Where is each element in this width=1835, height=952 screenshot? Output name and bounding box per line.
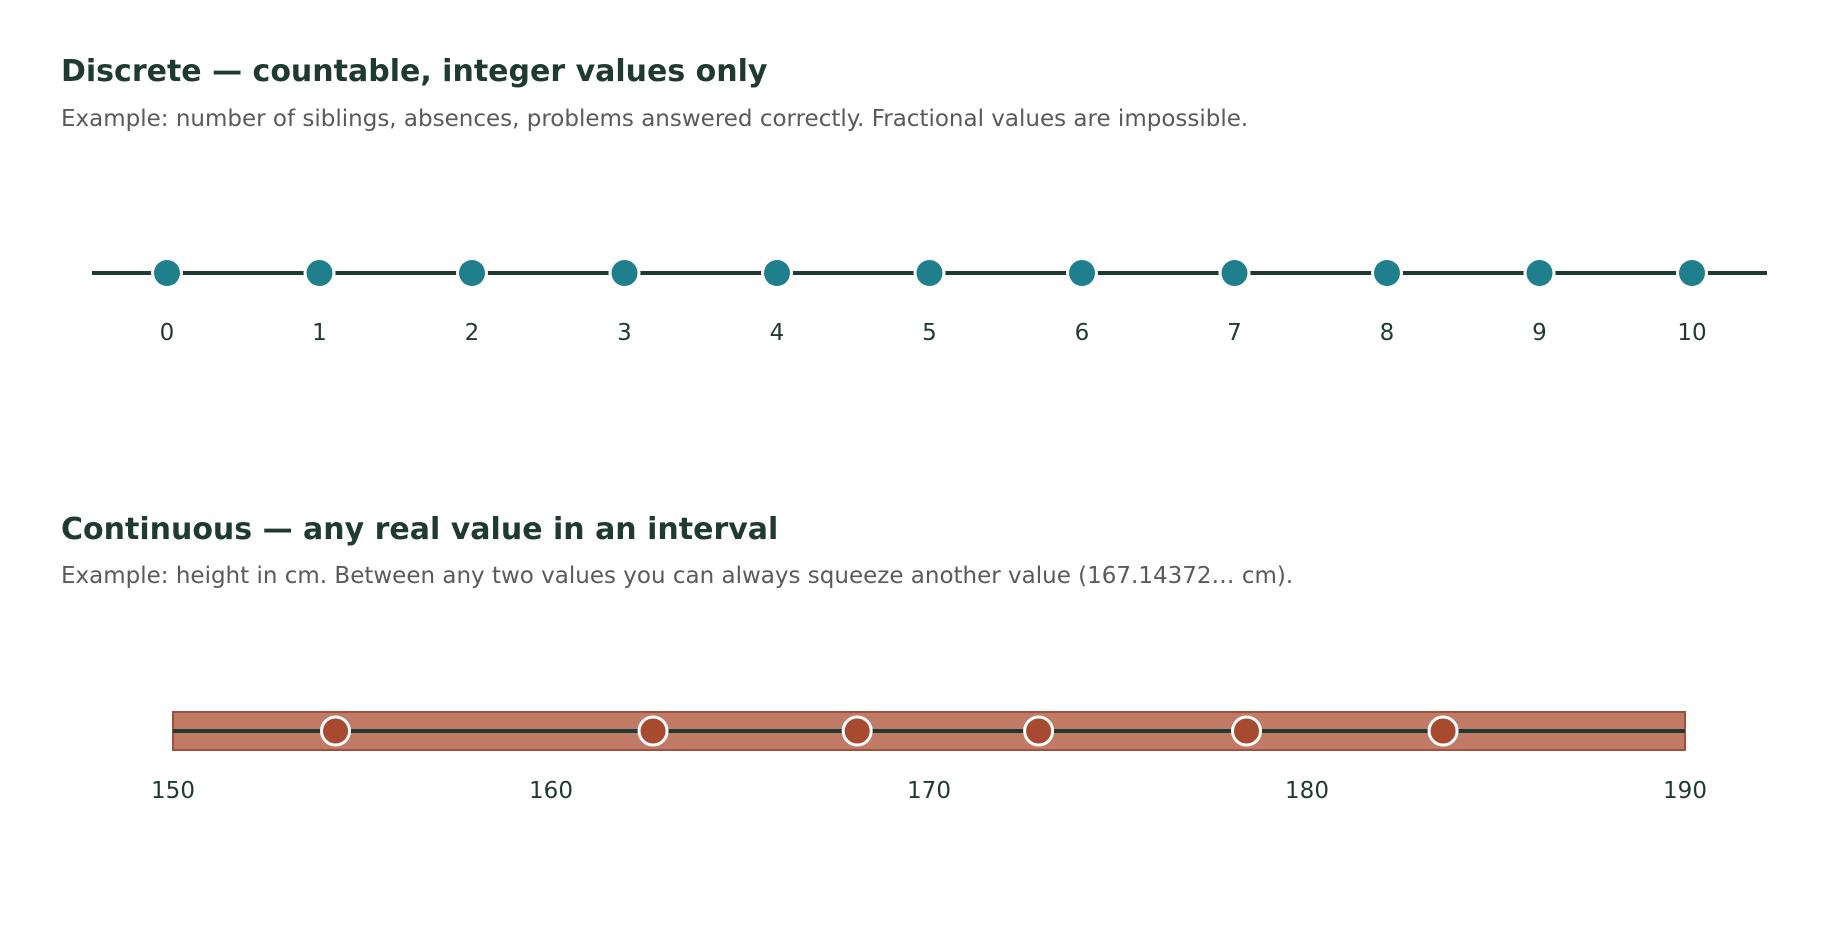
continuous-tick-label: 160 — [529, 778, 573, 804]
continuous-sample-point — [320, 715, 352, 747]
discrete-tick-label: 1 — [312, 320, 327, 346]
discrete-tick-label: 9 — [1532, 320, 1547, 346]
discrete-dot — [306, 260, 333, 286]
continuous-title: Continuous — any real value in an interv… — [61, 512, 779, 547]
discrete-dot — [1374, 260, 1400, 286]
discrete-tick-label: 7 — [1227, 320, 1242, 346]
continuous-sample-point — [1231, 715, 1263, 747]
discrete-dot — [1679, 260, 1705, 286]
discrete-dot — [459, 260, 485, 286]
discrete-dot — [1221, 260, 1248, 286]
continuous-tick-label: 190 — [1663, 778, 1707, 804]
discrete-number-line: 0 1 2 3 4 5 6 7 8 9 10 — [92, 257, 1767, 346]
discrete-dot — [916, 260, 943, 286]
continuous-tick-label: 180 — [1285, 778, 1329, 804]
discrete-title: Discrete — countable, integer values onl… — [61, 54, 768, 89]
discrete-tick-label: 5 — [922, 320, 937, 346]
discrete-tick-label: 8 — [1380, 320, 1395, 346]
discrete-tick-label: 4 — [770, 320, 785, 346]
discrete-tick-label: 3 — [617, 320, 632, 346]
continuous-sample-point — [841, 715, 873, 747]
continuous-number-line: 150 160 170 180 190 — [151, 711, 1707, 804]
continuous-sample-point — [1427, 715, 1459, 747]
discrete-dot — [611, 260, 638, 286]
discrete-tick-label: 2 — [465, 320, 480, 346]
discrete-subtitle: Example: number of siblings, absences, p… — [61, 106, 1249, 132]
discrete-dot — [1526, 260, 1553, 286]
discrete-dot — [764, 260, 790, 286]
continuous-subtitle: Example: height in cm. Between any two v… — [61, 563, 1294, 589]
continuous-tick-label: 170 — [907, 778, 951, 804]
discrete-tick-label: 6 — [1075, 320, 1090, 346]
continuous-sample-point — [637, 715, 669, 747]
continuous-sample-point — [1023, 715, 1055, 747]
continuous-tick-label: 150 — [151, 778, 195, 804]
discrete-dot — [154, 260, 180, 286]
discrete-tick-label: 0 — [160, 320, 175, 346]
discrete-dot — [1069, 260, 1095, 286]
discrete-tick-label: 10 — [1677, 320, 1706, 346]
